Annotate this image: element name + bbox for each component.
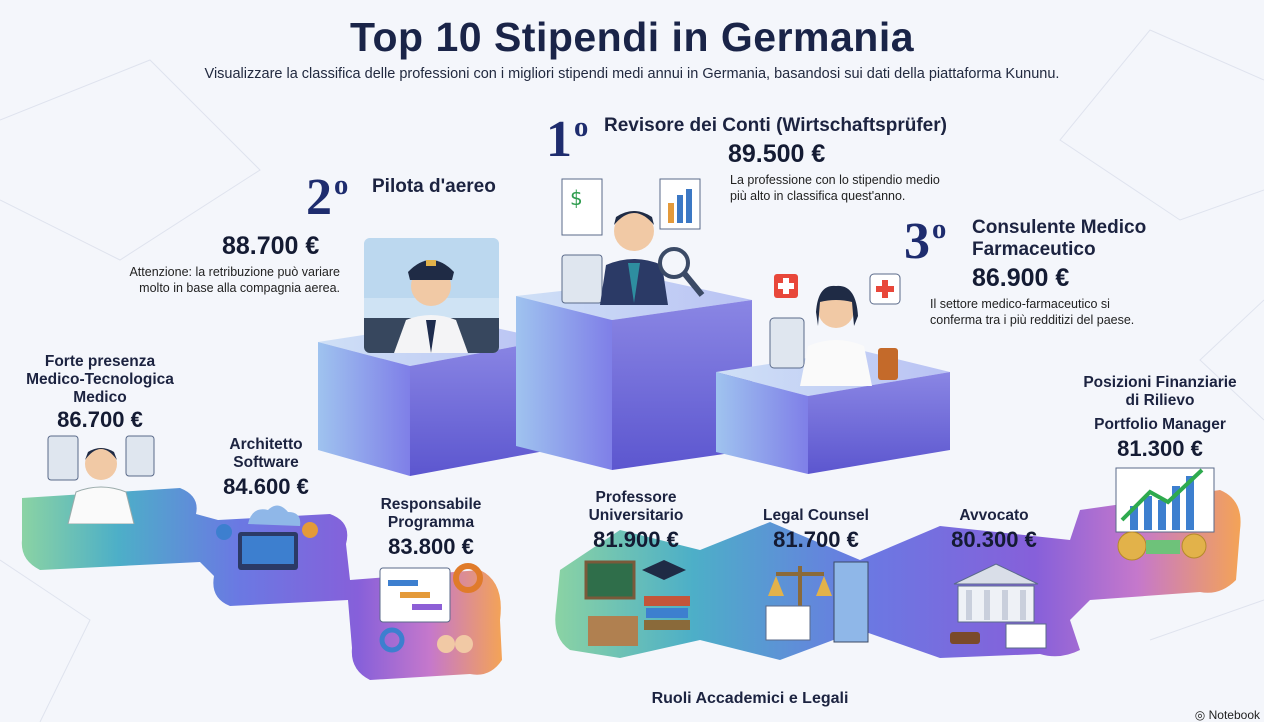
first-job-title: Revisore dei Conti (Wirtschaftsprüfer)	[604, 115, 947, 136]
path-item-title-line: Architetto	[229, 436, 303, 453]
path-item-title-line: Portfolio Manager	[1094, 416, 1226, 433]
path-item-title-line: Responsabile	[380, 496, 482, 513]
notebook-logo-text: Notebook	[1208, 708, 1260, 722]
path-item-title-line: Forte presenza	[44, 353, 156, 370]
path-item-title-line: Avvocato	[959, 507, 1029, 524]
path-item-salary: 81.700 €	[773, 527, 859, 552]
medical-consultant-illustration	[766, 266, 906, 386]
second-job-title: Pilota d'aereo	[372, 176, 496, 197]
path-item-salary: 83.800 €	[388, 534, 474, 559]
page-title: Top 10 Stipendi in Germania	[349, 14, 915, 60]
path-item-portfolio-manager: Posizioni Finanziarie di Rilievo Portfol…	[1060, 374, 1260, 462]
lawyer-illustration	[950, 563, 1047, 649]
notebook-logo: ◎ Notebook	[1195, 708, 1260, 722]
career-path-ribbon	[21, 488, 1241, 680]
first-note-line-1: La professione con lo stipendio medio	[730, 173, 940, 187]
path-item-title-line: Professore	[595, 489, 677, 506]
path-item-title-line: di Rilievo	[1125, 392, 1195, 409]
path-item-title-line: Posizioni Finanziarie	[1083, 374, 1237, 391]
second-note-line-2: molto in base alla compagnia aerea.	[139, 281, 340, 295]
section-label-academic-legal: Ruoli Accademici e Legali	[651, 690, 849, 707]
path-item-legal-counsel: Legal Counsel 81.700 €	[736, 507, 896, 553]
first-note: La professione con lo stipendio medio pi…	[730, 172, 940, 204]
path-item-medical-tech: Forte presenza Medico-Tecnologica Medico…	[10, 353, 190, 433]
second-note-line-1: Attenzione: la retribuzione può variare	[129, 265, 340, 279]
third-title-line-1: Consulente Medico	[972, 217, 1147, 238]
rank-third: 3o	[904, 213, 947, 270]
svg-text:$: $	[570, 186, 583, 210]
portfolio-manager-illustration	[1115, 467, 1215, 561]
pilot-illustration	[364, 238, 499, 353]
program-manager-illustration	[379, 563, 483, 653]
path-item-salary: 84.600 €	[223, 474, 309, 499]
legal-counsel-illustration	[765, 561, 869, 643]
second-salary: 88.700 €	[222, 232, 320, 260]
page-subtitle: Visualizzare la classifica delle profess…	[204, 66, 1060, 82]
auditor-illustration: $	[556, 175, 712, 305]
path-item-lawyer: Avvocato 80.300 €	[914, 507, 1074, 553]
third-title-line-2: Farmaceutico	[972, 239, 1096, 260]
third-job-title: Consulente Medico Farmaceutico	[972, 217, 1146, 261]
path-item-title-line: Legal Counsel	[763, 507, 869, 524]
second-note: Attenzione: la retribuzione può variare …	[110, 264, 340, 296]
path-item-salary: 81.300 €	[1117, 436, 1203, 461]
professor-illustration	[584, 560, 690, 646]
path-item-title-line: Medico	[73, 389, 127, 406]
path-item-title-line: Medico-Tecnologica	[26, 371, 174, 388]
first-note-line-2: più alto in classifica quest'anno.	[730, 189, 906, 203]
first-salary: 89.500 €	[728, 140, 826, 168]
rank-second: 2o	[306, 169, 349, 226]
path-item-program-manager: Responsabile Programma 83.800 €	[351, 496, 511, 560]
path-item-title-line: Software	[233, 454, 299, 471]
path-item-salary: 86.700 €	[57, 407, 143, 432]
medical-tech-illustration	[47, 435, 155, 524]
path-item-title-line: Programma	[387, 514, 475, 531]
third-note: Il settore medico-farmaceutico si confer…	[930, 296, 1134, 328]
path-item-software-architect: Architetto Software 84.600 €	[186, 436, 346, 500]
notebook-logo-icon: ◎	[1194, 708, 1206, 722]
software-architect-illustration	[216, 505, 318, 570]
rank-first: 1o	[546, 111, 589, 168]
path-item-title-line: Universitario	[588, 507, 684, 524]
third-salary: 86.900 €	[972, 264, 1070, 292]
path-item-salary: 80.300 €	[951, 527, 1037, 552]
path-item-salary: 81.900 €	[593, 527, 679, 552]
third-note-line-2: conferma tra i più redditizi del paese.	[930, 313, 1135, 327]
third-note-line-1: Il settore medico-farmaceutico si	[930, 297, 1110, 311]
path-item-professor: Professore Universitario 81.900 €	[556, 489, 716, 553]
